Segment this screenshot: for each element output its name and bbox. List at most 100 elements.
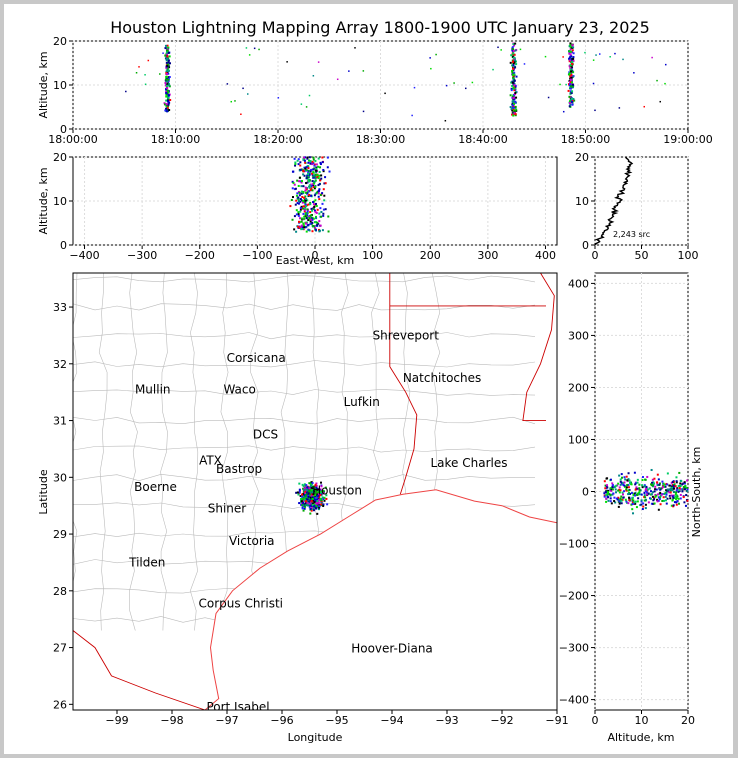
source-point <box>308 159 311 162</box>
source-point <box>315 166 318 169</box>
source-point <box>310 509 313 512</box>
source-point <box>305 191 308 194</box>
source-point <box>308 490 311 493</box>
source-point <box>618 474 621 477</box>
source-point <box>572 46 575 49</box>
source-point <box>304 161 307 164</box>
source-point <box>513 109 516 112</box>
source-point <box>309 482 312 485</box>
source-point <box>319 179 322 182</box>
source-point <box>571 100 574 103</box>
lat-tick-label: 32 <box>53 358 67 371</box>
source-point <box>683 482 686 485</box>
source-point <box>658 487 661 490</box>
source-point <box>678 502 681 505</box>
source-point <box>317 192 320 195</box>
source-point <box>315 217 318 220</box>
source-point <box>648 487 651 490</box>
source-point <box>672 485 675 488</box>
ew-tick-label: 200 <box>420 249 441 262</box>
source-point <box>610 502 613 505</box>
source-point <box>512 86 515 89</box>
source-point <box>316 494 319 497</box>
city-label: Tilden <box>128 555 165 569</box>
source-point <box>312 507 315 510</box>
county-line <box>73 332 536 340</box>
hist-tick-label: 50 <box>635 249 649 262</box>
source-point <box>683 481 686 484</box>
source-point <box>568 95 571 98</box>
source-point <box>628 481 631 484</box>
source-point <box>650 493 653 496</box>
gulf-water <box>205 489 557 710</box>
source-point <box>666 488 669 491</box>
source-point <box>301 483 304 486</box>
source-point <box>312 201 315 204</box>
source-point <box>615 497 618 500</box>
source-point <box>164 54 167 57</box>
source-point <box>306 208 309 211</box>
source-point <box>319 163 322 166</box>
source-point <box>623 490 626 493</box>
source-point <box>570 55 573 58</box>
source-point <box>312 175 315 178</box>
source-point <box>302 504 305 507</box>
source-point <box>512 97 515 100</box>
source-point <box>301 195 304 198</box>
source-point <box>606 477 609 480</box>
source-point <box>513 44 516 47</box>
source-point <box>633 501 636 504</box>
source-point <box>657 493 660 496</box>
source-point <box>572 59 575 62</box>
source-point <box>322 214 325 217</box>
source-point <box>297 491 300 494</box>
source-point <box>624 498 627 501</box>
source-point <box>636 478 639 481</box>
ns-tick-label: 0 <box>592 714 599 727</box>
source-point <box>320 481 323 484</box>
lon-tick-label: −93 <box>435 714 458 727</box>
source-point <box>678 471 681 474</box>
source-point <box>306 199 309 202</box>
lat-tick-label: 31 <box>53 415 67 428</box>
source-point <box>314 484 317 487</box>
source-point <box>309 496 312 499</box>
source-point <box>292 181 295 184</box>
source-point <box>511 60 514 63</box>
source-point <box>306 212 309 215</box>
source-point <box>572 57 575 60</box>
source-point <box>314 215 317 218</box>
source-point <box>321 156 324 159</box>
source-point <box>306 157 309 160</box>
source-point <box>316 208 319 211</box>
source-point <box>671 489 674 492</box>
source-point <box>310 187 313 190</box>
source-point <box>314 505 317 508</box>
source-point <box>299 168 302 171</box>
source-point <box>305 230 308 233</box>
source-point <box>634 494 637 497</box>
source-point <box>622 482 625 485</box>
source-point <box>669 491 672 494</box>
source-point <box>308 185 311 188</box>
source-point <box>664 499 667 502</box>
source-point <box>308 217 311 220</box>
source-point <box>671 495 674 498</box>
source-point <box>620 473 623 476</box>
source-point <box>569 103 572 106</box>
source-point <box>242 87 244 90</box>
source-point <box>649 497 652 500</box>
hist-tick-label: 0 <box>592 249 599 262</box>
source-point <box>319 161 322 164</box>
source-point <box>570 73 573 76</box>
source-point <box>641 486 644 489</box>
source-point <box>634 488 637 491</box>
source-point <box>512 62 515 65</box>
source-point <box>686 490 689 493</box>
source-point <box>304 500 307 503</box>
source-point <box>302 192 305 195</box>
source-point <box>569 78 572 81</box>
source-point <box>312 503 315 506</box>
source-point <box>303 507 306 510</box>
source-point <box>632 499 635 502</box>
